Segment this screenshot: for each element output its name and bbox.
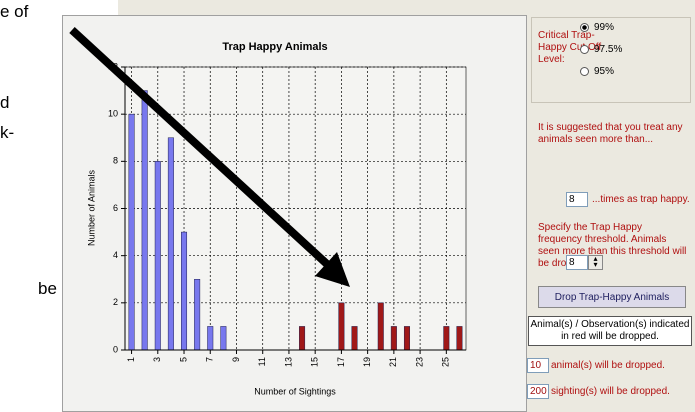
x-tick-label: 21 [388, 357, 398, 367]
x-axis-title: Number of Sightings [254, 386, 336, 396]
bar [377, 302, 384, 351]
x-tick-label: 17 [336, 357, 346, 367]
radio-button[interactable] [580, 45, 589, 54]
bar [351, 326, 358, 351]
x-tick-label: 11 [257, 357, 267, 366]
bar [207, 326, 214, 351]
suggest-text: It is suggested that you treat any anima… [538, 122, 683, 145]
threshold-text: Specify the Trap Happy frequency thresho… [538, 222, 687, 269]
x-tick-label: 13 [283, 357, 293, 367]
radio-button[interactable] [580, 67, 589, 76]
bar [390, 326, 397, 351]
cutoff-label: Critical Trap-Happy Cut Off Level: [538, 30, 602, 65]
cut-text: be [38, 279, 57, 298]
cut-text: e of [0, 2, 29, 21]
radio-label: 97.5% [594, 44, 623, 55]
threshold-input[interactable]: 8 [566, 255, 588, 270]
chart-title: Trap Happy Animals [222, 41, 327, 53]
bar [194, 279, 201, 351]
bar [443, 326, 450, 351]
bar [167, 137, 174, 351]
x-tick-label: 25 [441, 357, 451, 367]
bar [403, 326, 410, 351]
x-tick-label: 7 [205, 357, 215, 362]
bar [128, 113, 135, 351]
radio-button[interactable] [580, 23, 589, 32]
y-axis-title: Number of Animals [86, 169, 96, 246]
radio-label: 95% [594, 66, 615, 77]
animals-input: 10 [527, 358, 549, 373]
note-box: Animal(s) / Observation(s) indicated in … [528, 316, 692, 346]
sightings-input: 200 [527, 384, 549, 399]
y-tick-label: 2 [113, 297, 118, 307]
x-tick-label: 15 [310, 357, 320, 367]
bar [141, 90, 148, 351]
cut-text: k- [0, 123, 15, 142]
radio-label: 99% [594, 22, 615, 33]
x-tick-label: 19 [362, 357, 372, 367]
bar [338, 302, 345, 351]
x-tick-label: 1 [126, 357, 136, 362]
spin-button[interactable]: ▴ ▾ [588, 255, 603, 270]
group-box [531, 17, 691, 103]
drop-button[interactable]: Drop Trap-Happy Animals [538, 286, 686, 308]
bar [220, 326, 227, 351]
y-tick-label: 4 [113, 250, 118, 260]
y-tick-label: 12 [108, 61, 118, 71]
bar [456, 326, 463, 351]
x-tick-label: 3 [152, 357, 162, 362]
animals-text: animal(s) will be dropped. [551, 360, 665, 371]
y-tick-label: 8 [113, 156, 118, 166]
sightings-text: sighting(s) will be dropped. [551, 386, 670, 397]
suggest-suffix: ...times as trap happy. [592, 194, 690, 205]
x-tick-label: 9 [231, 357, 241, 362]
suggest-input[interactable]: 8 [566, 192, 588, 207]
x-tick-label: 23 [414, 357, 424, 367]
y-tick-label: 6 [113, 203, 118, 213]
x-tick-label: 5 [178, 357, 188, 362]
bar [154, 161, 161, 351]
bar [181, 231, 188, 351]
y-tick-label: 10 [108, 109, 118, 119]
cut-text: d [0, 93, 10, 112]
bar [299, 326, 306, 351]
y-tick-label: 0 [113, 344, 118, 354]
